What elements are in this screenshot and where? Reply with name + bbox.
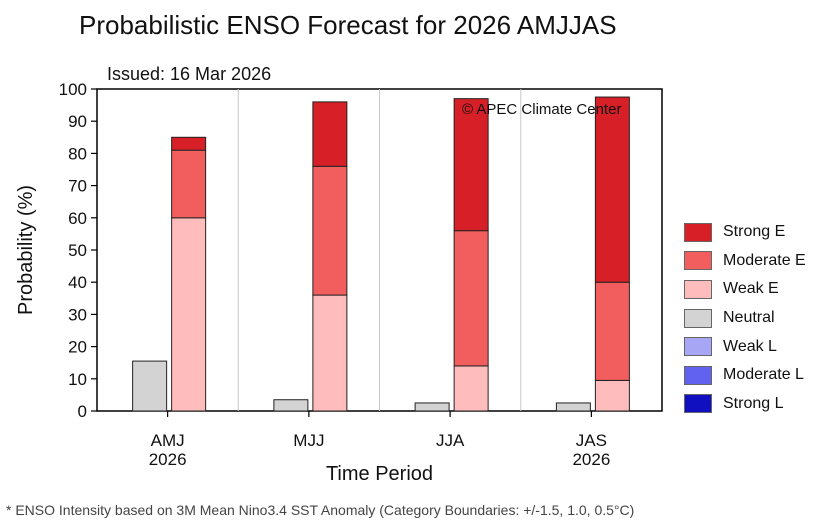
legend-label: Weak E (723, 280, 779, 298)
y-tick-label: 80 (68, 144, 87, 163)
x-tick-label: MJJ (293, 431, 324, 450)
bar-segment-weak-e (594, 379, 630, 412)
chart-legend: Strong E Moderate E Weak E Neutral Weak L Mod… (684, 218, 806, 418)
legend-item: Moderate E (684, 247, 806, 276)
watermark-text: © APEC Climate Center (462, 101, 621, 118)
legend-item: Neutral (684, 304, 806, 333)
legend-swatch (684, 279, 712, 299)
bar-segment-moderate-e (312, 165, 348, 296)
legend-label: Neutral (723, 309, 775, 327)
legend-swatch (684, 365, 712, 385)
legend-item: Moderate L (684, 361, 806, 390)
legend-swatch (684, 251, 712, 271)
x-tick-label: AMJ (151, 431, 185, 450)
y-tick-label: 20 (68, 338, 87, 357)
legend-item: Weak E (684, 275, 806, 304)
y-tick-label: 90 (68, 112, 87, 131)
bar-segment-neutral (414, 402, 450, 412)
legend-label: Weak L (723, 337, 777, 355)
y-tick-label: 60 (68, 209, 87, 228)
bar-segment-strong-e (453, 98, 489, 232)
y-tick-label: 30 (68, 305, 87, 324)
legend-label: Strong L (723, 394, 784, 412)
footnote: * ENSO Intensity based on 3M Mean Nino3.… (6, 502, 635, 518)
enso-forecast-chart: Probabilistic ENSO Forecast for 2026 AMJ… (15, 10, 663, 485)
y-tick-label: 40 (68, 273, 87, 292)
bar-segment-strong-e (171, 136, 207, 151)
y-tick-label: 10 (68, 370, 87, 389)
bar-segment-weak-e (453, 365, 489, 412)
bar-segment-neutral (132, 360, 168, 412)
legend-swatch (684, 308, 712, 328)
legend-swatch (684, 394, 712, 414)
y-tick-label: 70 (68, 177, 87, 196)
bar-segment-moderate-e (453, 230, 489, 367)
bar-segment-weak-e (312, 294, 348, 412)
legend-label: Moderate L (723, 366, 804, 384)
bar-segment-neutral (273, 399, 309, 412)
legend-item: Strong E (684, 218, 806, 247)
legend-swatch (684, 222, 712, 242)
bar-segment-neutral (555, 402, 591, 412)
chart-subtitle: Issued: 16 Mar 2026 (107, 64, 271, 84)
bar-segment-strong-e (312, 101, 348, 167)
x-tick-label: JJA (436, 431, 465, 450)
legend-label: Strong E (723, 223, 786, 241)
x-axis-label: Time Period (326, 463, 433, 485)
bar-segment-weak-e (171, 217, 207, 412)
bar-segment-moderate-e (171, 149, 207, 219)
bar-segment-strong-e (594, 96, 630, 283)
x-tick-label: JAS (576, 431, 607, 450)
y-tick-label: 50 (68, 241, 87, 260)
legend-swatch (684, 337, 712, 357)
legend-item: Strong L (684, 390, 806, 419)
legend-item: Weak L (684, 332, 806, 361)
legend-label: Moderate E (723, 251, 806, 269)
y-tick-label: 100 (59, 80, 87, 99)
x-tick-year-label: 2026 (149, 450, 187, 469)
y-axis-label: Probability (%) (15, 185, 37, 315)
bar-segment-moderate-e (594, 281, 630, 381)
y-tick-label: 0 (78, 402, 87, 421)
chart-title: Probabilistic ENSO Forecast for 2026 AMJ… (79, 10, 617, 40)
x-tick-year-label: 2026 (572, 450, 610, 469)
